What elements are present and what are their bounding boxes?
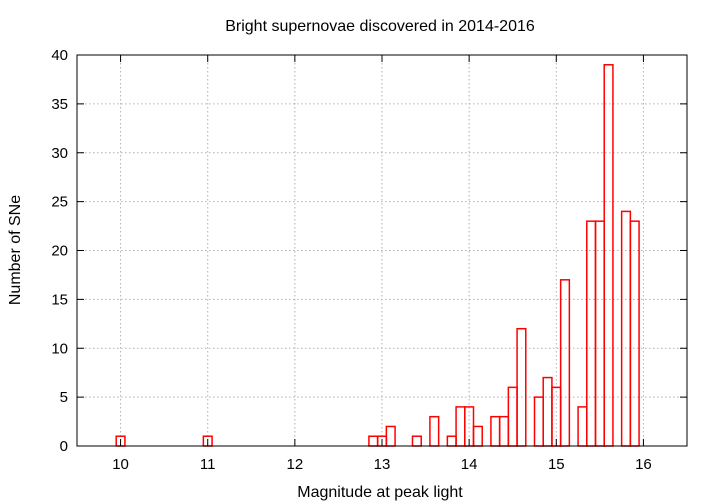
x-tick-label: 11	[200, 456, 216, 473]
histogram-bar	[577, 406, 588, 447]
x-axis-label: Magnitude at peak light	[297, 484, 463, 501]
y-tick-label: 5	[60, 389, 68, 406]
histogram-bar	[603, 64, 614, 447]
histogram-bar	[620, 210, 632, 447]
y-axis-label: Number of SNe	[7, 195, 24, 305]
histogram-bar	[516, 327, 527, 447]
histogram-bar	[429, 415, 440, 447]
x-tick-label: 13	[374, 456, 391, 473]
x-tick-label: 15	[548, 456, 565, 473]
histogram-bar	[490, 415, 501, 447]
y-tick-label: 20	[51, 243, 68, 260]
histogram-bar	[559, 279, 571, 447]
y-tick-label: 15	[51, 291, 68, 308]
histogram-bar	[542, 376, 553, 447]
x-tick-label: 16	[635, 456, 652, 473]
x-tick-label: 10	[112, 456, 129, 473]
histogram-bar	[385, 425, 396, 447]
y-tick-label: 30	[51, 145, 68, 162]
histogram-bar	[629, 220, 640, 447]
y-tick-label: 40	[51, 47, 68, 64]
histogram-bar	[498, 415, 510, 447]
y-tick-label: 0	[60, 438, 68, 455]
ticks: 0 5 10 15 20 25 30 35 40 10 11 12 13 14 15 16	[51, 47, 687, 473]
grid	[77, 55, 687, 446]
bars	[115, 64, 640, 447]
histogram-bar	[472, 425, 483, 447]
histogram-bar	[455, 406, 466, 447]
x-tick-label: 12	[287, 456, 304, 473]
y-tick-label: 35	[51, 96, 68, 113]
histogram-bar	[411, 435, 422, 447]
y-tick-label: 10	[51, 340, 68, 357]
histogram-bar	[594, 220, 605, 447]
y-tick-label: 25	[51, 194, 68, 211]
histogram-bar	[446, 435, 457, 447]
histogram-bar	[533, 396, 544, 447]
x-tick-label: 14	[461, 456, 478, 473]
chart-title: Bright supernovae discovered in 2014-201…	[225, 18, 535, 35]
histogram-bar	[368, 435, 379, 447]
histogram-bar	[586, 220, 597, 447]
histogram-bar	[507, 386, 518, 447]
